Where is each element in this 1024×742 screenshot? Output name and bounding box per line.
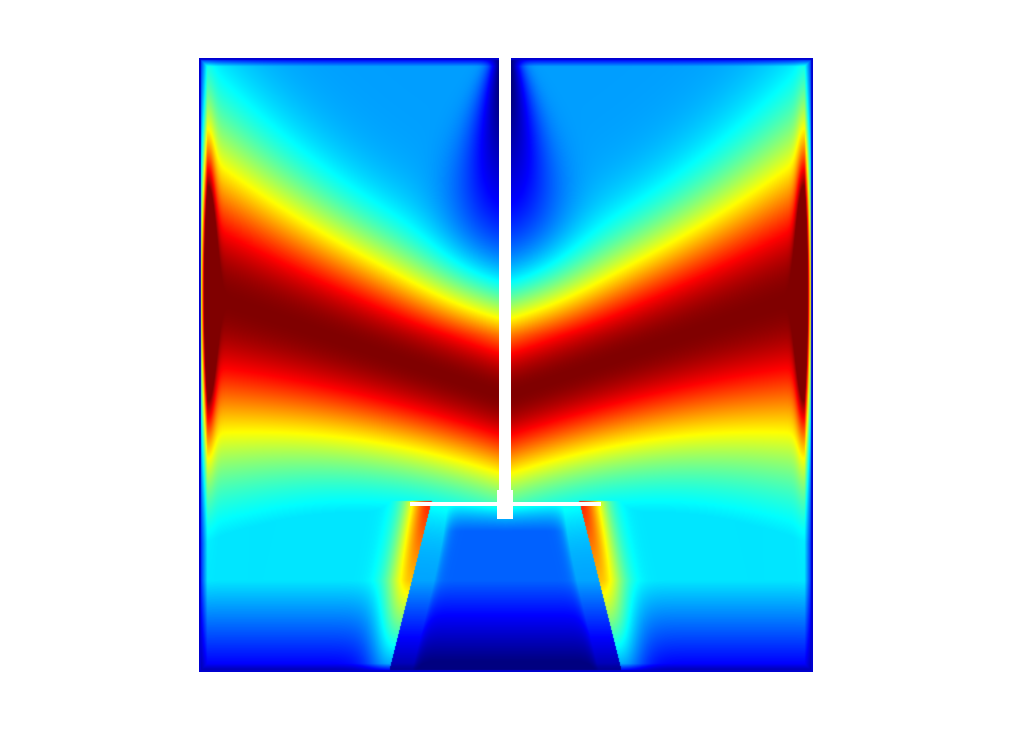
impeller-hub <box>497 490 513 519</box>
impeller-shaft <box>499 58 511 498</box>
